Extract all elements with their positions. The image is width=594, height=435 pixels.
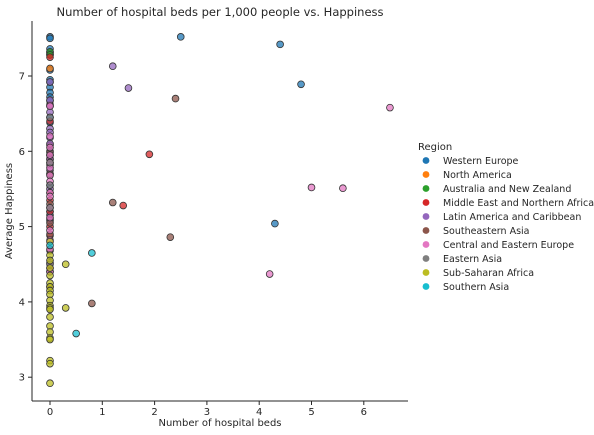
data-point	[46, 34, 54, 43]
data-point	[46, 53, 54, 61]
legend-label: Southern Asia	[443, 282, 509, 293]
legend-marker	[422, 199, 430, 206]
data-point	[88, 249, 96, 257]
data-point	[46, 305, 54, 314]
legend-label: Central and Eastern Europe	[443, 240, 574, 251]
x-tick-label: 4	[256, 407, 262, 418]
data-point	[46, 203, 54, 212]
legend-label: Latin America and Caribbean	[443, 212, 581, 223]
data-point	[339, 184, 347, 192]
y-axis-label: Average Happiness	[4, 163, 15, 259]
data-point	[108, 62, 117, 71]
data-point	[46, 241, 54, 250]
data-point	[108, 198, 117, 207]
legend-label: Western Europe	[443, 156, 519, 167]
data-point	[61, 304, 70, 312]
chart-title: Number of hospital beds per 1,000 people…	[56, 5, 383, 19]
data-point	[124, 84, 133, 92]
x-tick-label: 2	[151, 407, 157, 418]
data-point	[46, 113, 54, 122]
y-tick-label: 5	[19, 222, 25, 233]
legend-label: Australia and New Zealand	[443, 184, 571, 195]
y-tick-label: 6	[19, 147, 25, 158]
data-point	[46, 151, 54, 159]
data-point	[119, 201, 128, 210]
legend-label: Sub-Saharan Africa	[443, 268, 534, 279]
legend-label: Southeastern Asia	[443, 226, 529, 237]
x-axis-label: Number of hospital beds	[158, 418, 281, 429]
legend-title: Region	[418, 142, 452, 153]
legend-marker	[422, 283, 430, 290]
data-point	[145, 150, 154, 159]
data-point	[166, 233, 175, 241]
data-point	[46, 64, 54, 73]
data-point	[46, 213, 54, 222]
x-tick-label: 1	[99, 407, 105, 418]
data-point	[46, 359, 54, 368]
x-tick-label: 5	[308, 407, 314, 418]
legend-marker	[422, 213, 430, 220]
data-point	[386, 103, 394, 112]
legend-marker	[422, 269, 430, 276]
legend-label: Eastern Asia	[443, 254, 502, 265]
data-point	[46, 264, 54, 272]
data-point	[46, 78, 54, 86]
x-tick-label: 0	[47, 407, 53, 418]
data-point	[307, 183, 316, 192]
legend-marker	[422, 157, 430, 164]
data-point	[46, 192, 54, 201]
data-point	[271, 219, 279, 228]
y-axis-ticks: 3 4 5 6 7	[19, 72, 32, 384]
data-point	[46, 226, 54, 235]
data-point	[46, 143, 54, 152]
data-point	[276, 40, 284, 49]
data-point	[46, 132, 54, 141]
x-axis-ticks: 0 1 2 3 4 5 6	[47, 401, 367, 418]
legend-marker	[422, 227, 430, 234]
x-tick-label: 3	[204, 407, 210, 418]
legend-label: North America	[443, 170, 512, 181]
data-point	[88, 299, 96, 308]
legend: Region Western Europe North America Austra…	[418, 142, 594, 293]
data-point	[46, 379, 54, 388]
y-tick-label: 3	[19, 373, 25, 384]
data-point	[46, 181, 54, 189]
y-tick-label: 7	[19, 72, 25, 83]
data-point	[72, 329, 80, 338]
data-point	[46, 158, 54, 167]
data-point	[46, 102, 54, 110]
legend-marker	[422, 185, 430, 192]
legend-marker	[422, 241, 430, 248]
x-tick-label: 6	[361, 407, 367, 418]
data-point	[171, 94, 180, 103]
data-point	[297, 80, 305, 89]
legend-marker	[422, 171, 430, 178]
y-tick-label: 4	[19, 297, 25, 308]
data-point	[46, 313, 54, 321]
plot-area	[46, 33, 394, 388]
data-point	[176, 33, 185, 41]
data-point	[46, 256, 54, 265]
data-point	[265, 270, 274, 278]
legend-label: Middle East and Northern Africa	[443, 198, 594, 209]
data-point	[61, 260, 70, 269]
data-point	[46, 335, 54, 344]
legend-marker	[422, 255, 430, 262]
data-point	[46, 271, 54, 280]
